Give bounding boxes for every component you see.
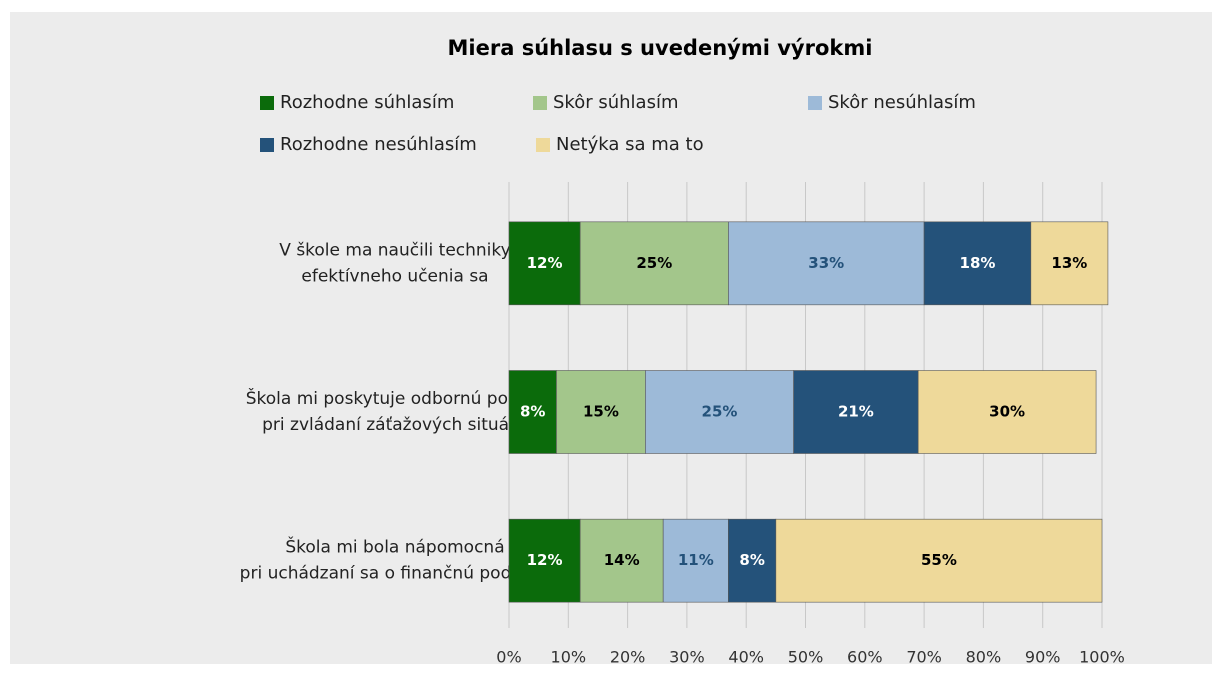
- x-tick-label: 60%: [847, 648, 883, 667]
- bar-segment: [556, 370, 646, 454]
- x-tick-label: 40%: [728, 648, 764, 667]
- bar-segment: [579, 518, 664, 603]
- data-label: 25%: [636, 254, 672, 272]
- data-label: 13%: [1051, 254, 1087, 272]
- data-label: 15%: [583, 403, 619, 421]
- data-label: 11%: [678, 551, 714, 569]
- x-tick-label: 0%: [496, 648, 521, 667]
- bar-segment: [793, 370, 919, 454]
- x-tick-label: 10%: [551, 648, 587, 667]
- category-label: efektívneho učenia sa: [301, 266, 488, 286]
- legend-swatch: [533, 96, 547, 110]
- x-tick-label: 50%: [788, 648, 824, 667]
- data-label: 30%: [989, 403, 1025, 421]
- x-tick-label: 70%: [906, 648, 942, 667]
- legend-swatch: [260, 96, 274, 110]
- x-tick-label: 20%: [610, 648, 646, 667]
- legend-swatch: [536, 138, 550, 152]
- data-label: 12%: [527, 551, 563, 569]
- category-label: pri uchádzaní sa o finančnú podporu: [240, 564, 551, 584]
- data-label: 14%: [604, 551, 640, 569]
- data-label: 21%: [838, 403, 874, 421]
- category-label: pri zvládaní záťažových situácií: [262, 415, 529, 435]
- bar-segment: [645, 370, 794, 454]
- data-label: 25%: [702, 403, 738, 421]
- legend-label: Netýka sa ma to: [556, 134, 704, 155]
- bar-segment: [508, 370, 557, 454]
- bar-segment: [775, 518, 1103, 603]
- data-label: 12%: [527, 254, 563, 272]
- legend-swatch: [260, 138, 274, 152]
- x-tick-label: 100%: [1079, 648, 1125, 667]
- legend-label: Skôr nesúhlasím: [828, 92, 976, 113]
- data-label: 8%: [520, 403, 545, 421]
- x-tick-label: 90%: [1025, 648, 1061, 667]
- legend-label: Skôr súhlasím: [553, 92, 678, 113]
- data-label: 33%: [808, 254, 844, 272]
- category-label: Škola mi poskytuje odbornú pomoc: [246, 387, 545, 409]
- category-label: V škole ma naučili techniky: [279, 240, 510, 260]
- bar-segment: [662, 518, 729, 603]
- category-label: Škola mi bola nápomocná: [285, 536, 504, 558]
- bar-segment: [917, 370, 1097, 454]
- data-label: 55%: [921, 551, 957, 569]
- x-tick-label: 80%: [966, 648, 1002, 667]
- legend-label: Rozhodne súhlasím: [280, 92, 454, 113]
- bar-segment: [728, 221, 925, 306]
- bar-segment: [1030, 221, 1109, 306]
- legend-swatch: [808, 96, 822, 110]
- chart-title: Miera súhlasu s uvedenými výrokmi: [448, 36, 873, 60]
- bar-segment: [508, 518, 581, 603]
- x-tick-label: 30%: [669, 648, 705, 667]
- data-label: 18%: [960, 254, 996, 272]
- legend-label: Rozhodne nesúhlasím: [280, 134, 477, 155]
- data-label: 8%: [739, 551, 764, 569]
- bar-segment: [728, 518, 777, 603]
